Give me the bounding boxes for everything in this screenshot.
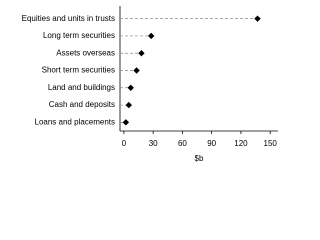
chart: $b 0 30 60 90 120 150 Equities and units in tr… [22, 6, 278, 163]
x-tick-label: 150 [264, 139, 278, 148]
dot [133, 67, 140, 74]
dot [122, 119, 130, 126]
y-tick-label: Equities and units in trusts [22, 14, 115, 23]
x-tick-label: 30 [149, 139, 158, 148]
y-tick-label: Land and buildings [48, 83, 115, 92]
dot [138, 50, 145, 57]
y-tick-label: Loans and placements [35, 117, 116, 126]
x-tick-label: 120 [234, 139, 248, 148]
dot [125, 101, 132, 109]
dot [254, 15, 261, 22]
x-tick-label: 60 [178, 139, 187, 148]
y-tick-label: Assets overseas [56, 48, 115, 57]
x-tick-label: 0 [122, 139, 127, 148]
y-tick-label: Cash and deposits [49, 100, 115, 109]
x-axis-label: $b [195, 154, 204, 163]
dot [148, 32, 155, 40]
y-tick-label: Long term securities [43, 31, 115, 40]
y-tick-label: Short term securities [42, 66, 115, 75]
page: {"chart_data": {"type": "dot", "categori… [21, 6, 278, 164]
x-tick-label: 90 [207, 139, 216, 148]
dot [127, 84, 134, 91]
